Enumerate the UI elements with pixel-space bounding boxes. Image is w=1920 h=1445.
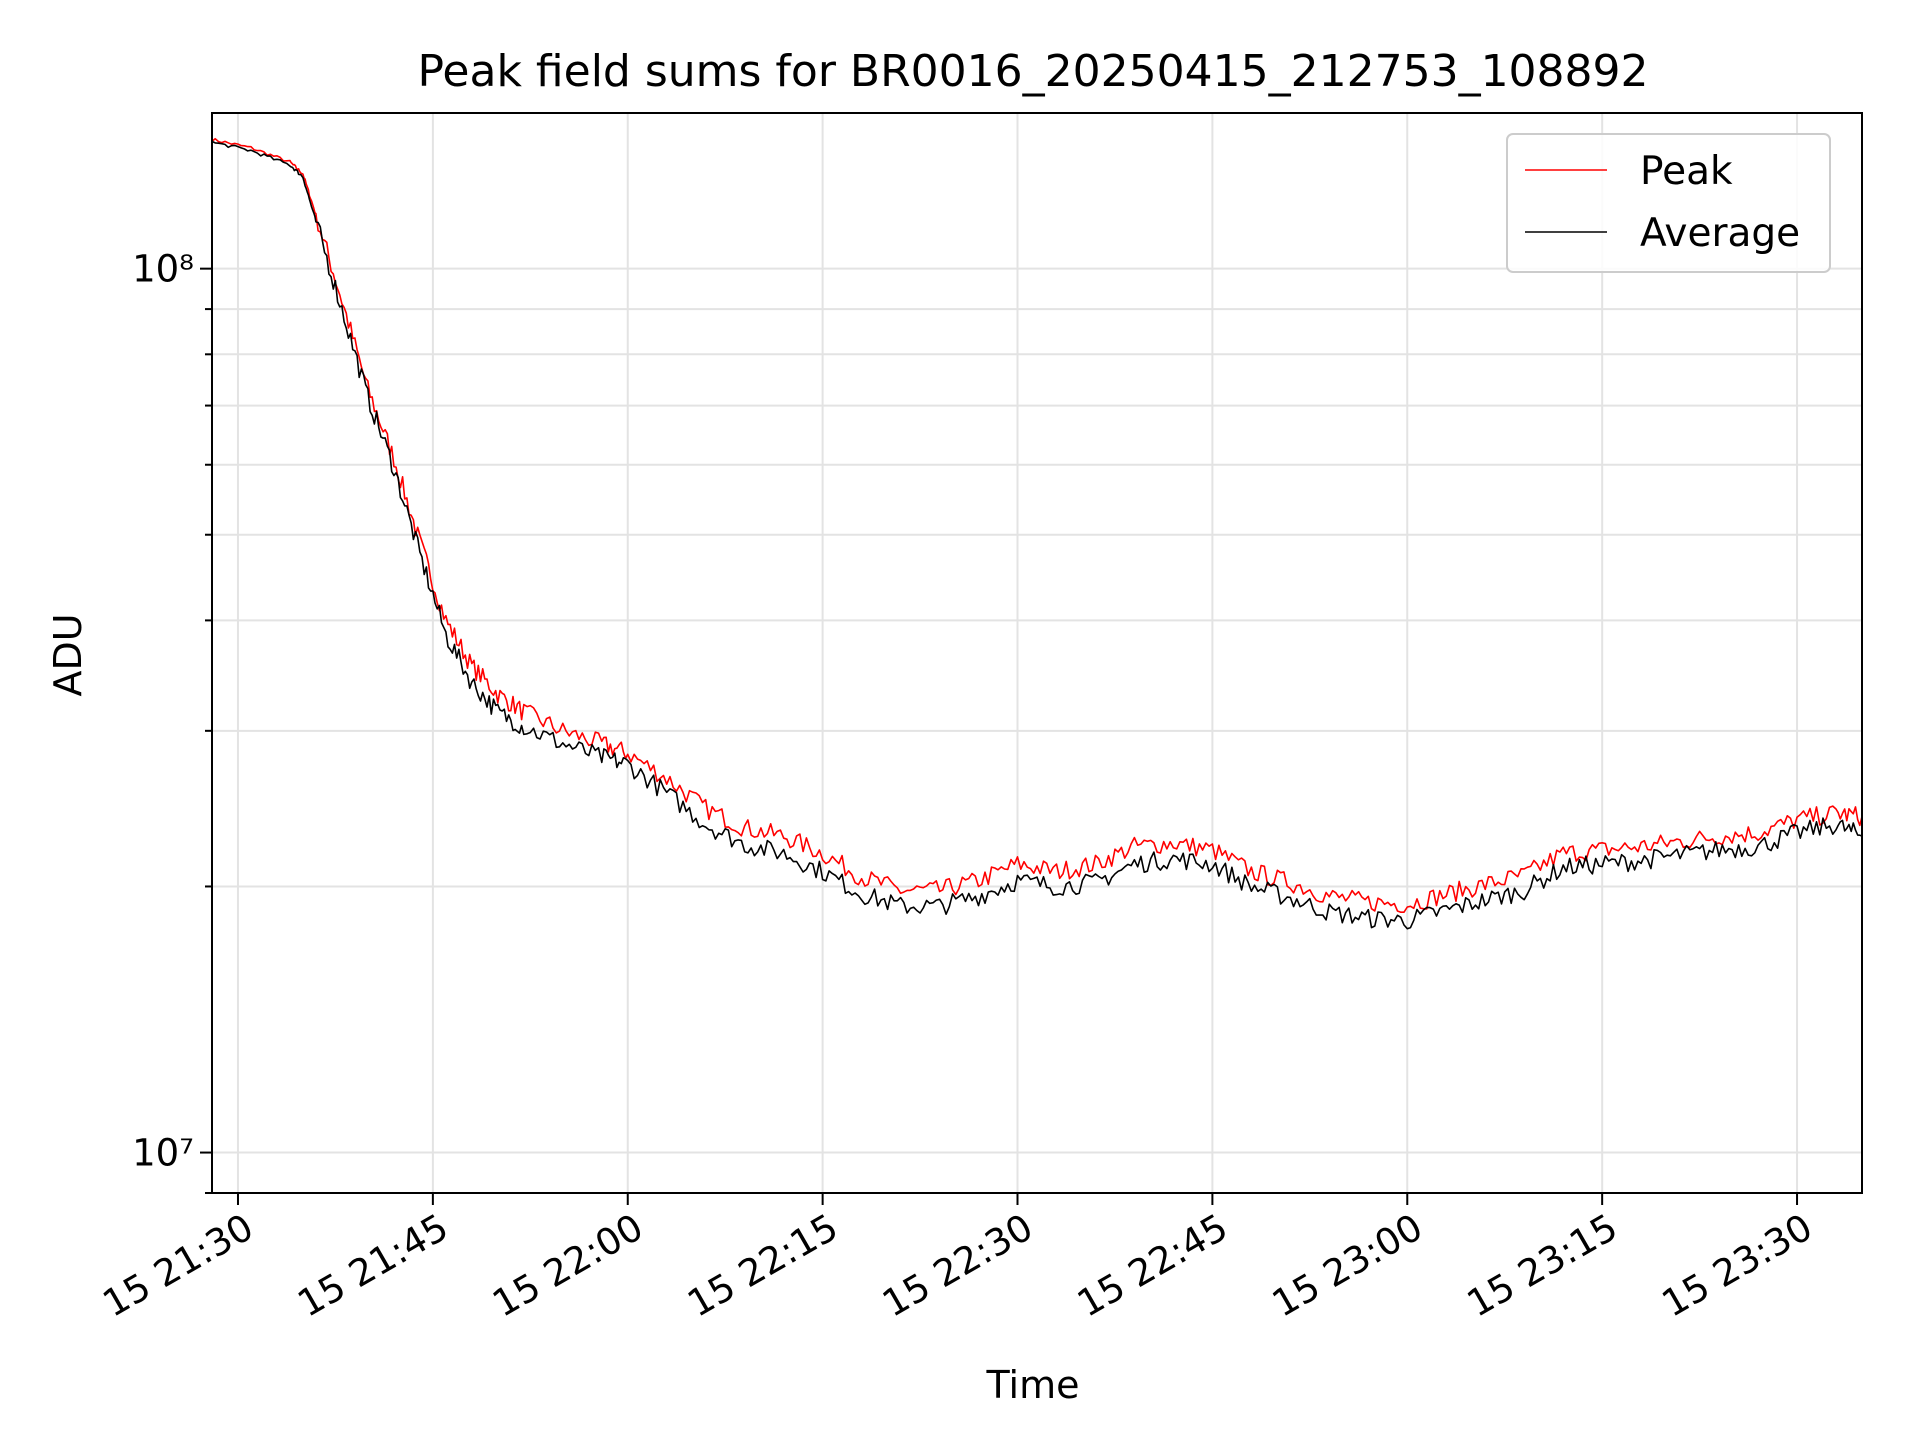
- series-line-average: [211, 140, 1863, 930]
- chart-title: Peak field sums for BR0016_20250415_2127…: [417, 46, 1648, 97]
- x-axis-label: Time: [986, 1363, 1080, 1407]
- y-axis-label: ADU: [46, 613, 90, 696]
- legend: Peak Average: [1506, 133, 1831, 273]
- legend-label-average: Average: [1640, 211, 1800, 256]
- series-layer: [211, 137, 1863, 930]
- plot-frame: [211, 112, 1863, 1194]
- y-tick-label: 10⁷: [132, 1132, 194, 1175]
- y-tick-label: 10⁸: [132, 248, 194, 291]
- legend-box: [1506, 133, 1831, 273]
- legend-label-peak: Peak: [1640, 149, 1733, 194]
- series-line-peak: [211, 137, 1863, 913]
